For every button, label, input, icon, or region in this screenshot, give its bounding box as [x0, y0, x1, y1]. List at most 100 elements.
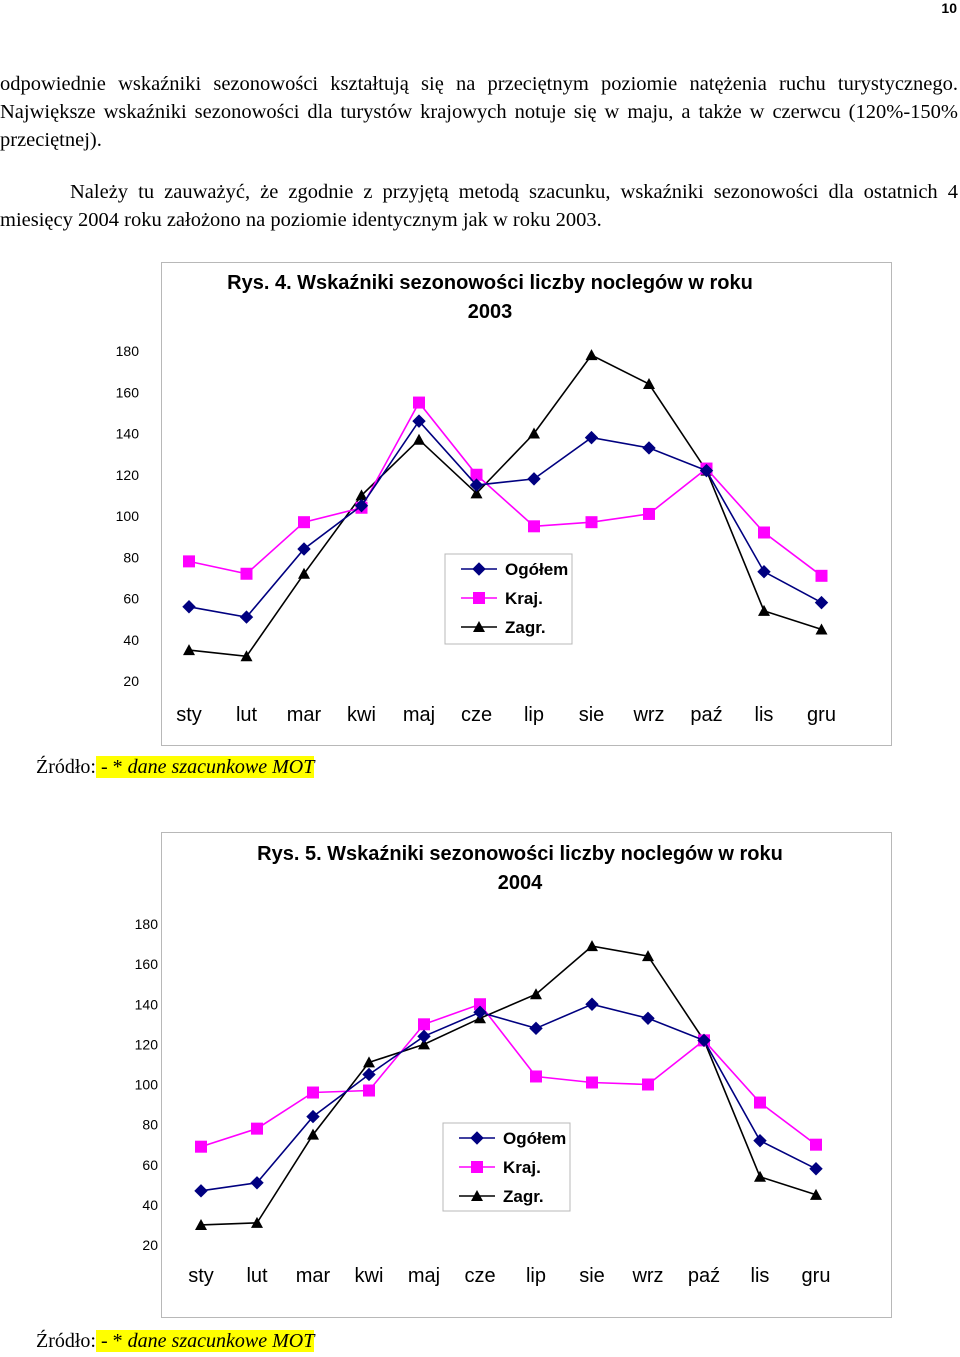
data-point-ogolem	[362, 1067, 376, 1082]
data-point-kraj	[642, 1078, 654, 1091]
series-line-zagr	[188, 354, 822, 658]
data-point-ogolem	[757, 564, 771, 579]
legend-label-ogolem: Ogółem	[503, 1129, 566, 1148]
data-point-ogolem	[527, 472, 541, 486]
y-tick-label: 160	[116, 384, 140, 400]
data-point-kraj	[363, 1084, 375, 1097]
data-point-ogolem	[642, 441, 656, 455]
data-point-kraj	[810, 1138, 822, 1151]
y-tick-label: 120	[116, 467, 140, 483]
paragraph-2: Należy tu zauważyć, że zgodnie z przyjęt…	[0, 181, 958, 231]
x-tick-label: gru	[807, 704, 836, 726]
x-tick-label: kwi	[355, 1265, 384, 1287]
data-point-ogolem	[250, 1176, 264, 1190]
source-label: Źródło:	[36, 1330, 96, 1352]
x-tick-label: wrz	[631, 1265, 663, 1287]
data-point-ogolem	[354, 498, 369, 513]
data-point-kraj	[643, 507, 655, 520]
data-point-kraj	[585, 516, 598, 529]
x-tick-label: lis	[751, 1265, 770, 1287]
data-point-ogolem	[584, 430, 599, 445]
data-point-ogolem	[412, 414, 426, 428]
source-asterisk: - *	[96, 756, 128, 778]
legend-marker-ogolem	[472, 562, 486, 576]
x-tick-label: lis	[755, 704, 774, 726]
data-point-zagr	[413, 433, 425, 445]
data-point-zagr	[586, 940, 598, 952]
x-tick-label: lip	[526, 1265, 546, 1287]
source-label: Źródło:	[36, 756, 96, 778]
data-point-ogolem	[699, 463, 714, 478]
data-point-zagr	[810, 1188, 822, 1200]
data-point-ogolem	[809, 1162, 823, 1176]
chart-title-line-1: Rys. 5. Wskaźniki sezonowości liczby noc…	[257, 843, 783, 865]
x-tick-label: sty	[188, 1265, 214, 1287]
x-tick-label: mar	[296, 1265, 331, 1287]
data-point-kraj	[528, 520, 540, 533]
data-point-ogolem	[529, 1021, 543, 1036]
data-point-kraj	[815, 569, 828, 582]
data-point-zagr	[530, 988, 542, 1000]
legend-marker-zagr	[473, 621, 485, 632]
y-tick-label: 60	[142, 1157, 158, 1173]
data-point-zagr	[754, 1170, 766, 1182]
source-italic: dane szacunkowe MOT	[127, 1330, 315, 1352]
data-point-ogolem	[297, 542, 311, 556]
x-tick-label: gru	[802, 1265, 831, 1287]
data-point-kraj	[586, 1076, 598, 1089]
y-tick-label: 60	[123, 591, 139, 607]
y-tick-label: 180	[116, 343, 140, 359]
data-point-kraj	[474, 998, 486, 1011]
paragraph-1: odpowiednie wskaźniki sezonowości kształ…	[0, 73, 958, 151]
chart-title-line-2: 2003	[468, 301, 513, 323]
x-tick-label: kwi	[347, 704, 376, 726]
data-point-kraj	[307, 1086, 319, 1099]
data-point-ogolem	[194, 1184, 208, 1198]
x-tick-label: lip	[524, 704, 544, 726]
x-tick-label: paź	[690, 704, 722, 726]
data-point-ogolem	[306, 1109, 320, 1124]
source-italic: dane szacunkowe MOT	[127, 756, 315, 778]
data-point-ogolem	[473, 1005, 487, 1019]
data-point-zagr	[251, 1216, 263, 1228]
data-point-zagr	[642, 950, 654, 962]
x-tick-label: mar	[287, 704, 322, 726]
data-point-ogolem	[585, 997, 599, 1011]
chart-title-line-1: Rys. 4. Wskaźniki sezonowości liczby noc…	[227, 272, 753, 294]
legend-label-kraj: Kraj.	[503, 1158, 541, 1177]
chart-2003: Rys. 4. Wskaźniki sezonowości liczby noc…	[116, 262, 892, 746]
page-number: 10	[941, 0, 957, 16]
data-point-kraj	[183, 555, 195, 568]
data-point-ogolem	[753, 1133, 767, 1148]
x-tick-label: cze	[464, 1265, 495, 1287]
legend-label-zagr: Zagr.	[505, 618, 546, 637]
data-point-kraj	[195, 1140, 207, 1153]
source-highlight: - * dane szacunkowe MOT	[96, 1330, 315, 1352]
y-tick-label: 180	[135, 916, 159, 932]
x-tick-label: paź	[688, 1265, 720, 1287]
y-tick-label: 140	[116, 426, 140, 442]
x-tick-label: maj	[403, 704, 435, 726]
data-point-zagr	[418, 1038, 430, 1050]
data-point-ogolem	[814, 595, 829, 610]
legend-marker-ogolem	[470, 1131, 484, 1145]
data-point-ogolem	[697, 1033, 711, 1048]
data-point-zagr	[307, 1128, 319, 1140]
data-point-zagr	[470, 487, 483, 499]
source-note-2: Źródło: - * dane szacunkowe MOT	[36, 1330, 315, 1353]
data-point-ogolem	[417, 1029, 431, 1044]
chart-title-line-2: 2004	[498, 872, 543, 894]
data-point-kraj	[298, 516, 310, 529]
y-tick-label: 80	[123, 549, 139, 565]
y-tick-label: 160	[135, 956, 159, 972]
chart-2004: Rys. 5. Wskaźniki sezonowości liczby noc…	[135, 832, 892, 1318]
data-point-zagr	[815, 623, 828, 635]
y-tick-label: 40	[123, 632, 139, 648]
legend-marker-kraj	[471, 1161, 483, 1173]
data-point-ogolem	[182, 600, 196, 614]
data-point-zagr	[363, 1056, 375, 1068]
y-tick-label: 120	[135, 1036, 159, 1052]
data-point-kraj	[251, 1122, 263, 1135]
legend-marker-zagr	[471, 1190, 483, 1201]
y-tick-label: 140	[135, 996, 159, 1012]
